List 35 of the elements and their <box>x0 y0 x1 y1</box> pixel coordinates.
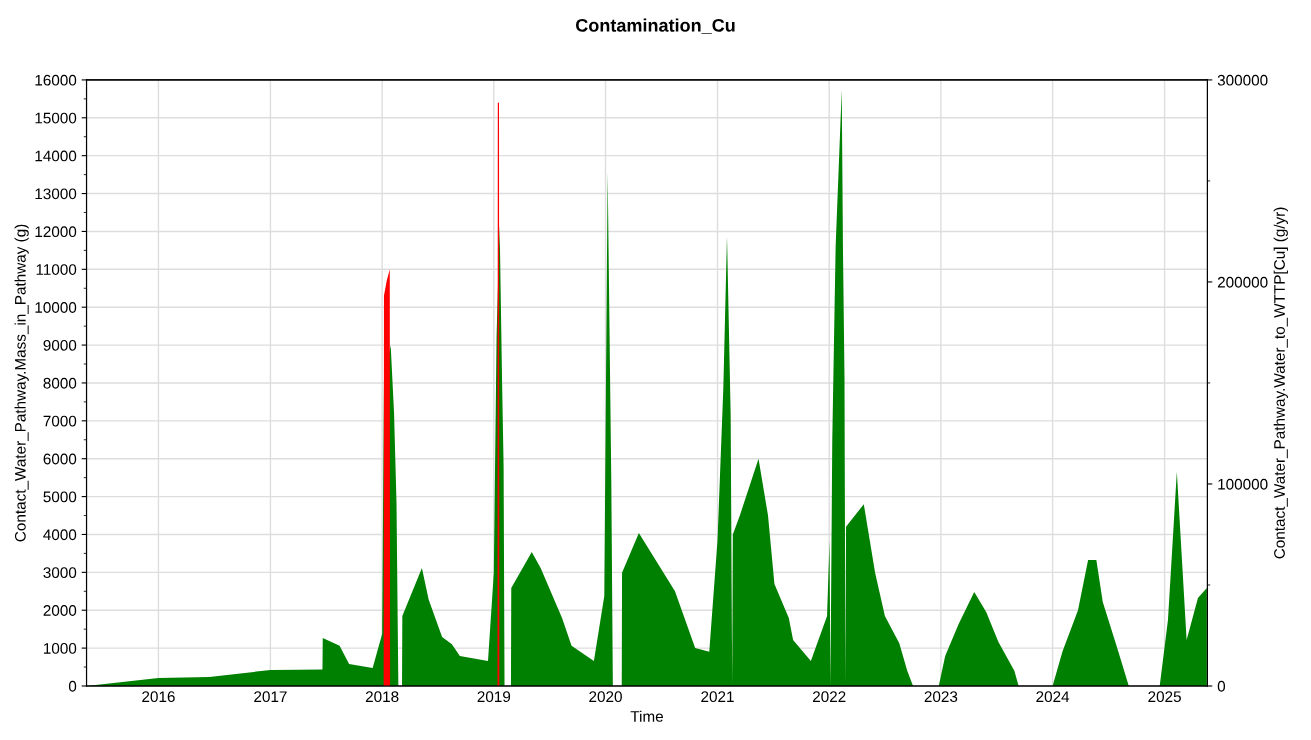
x-tick-label: 2018 <box>365 691 399 703</box>
x-tick-label: 2022 <box>812 691 846 703</box>
chart-title: Contamination_Cu <box>576 18 735 34</box>
y2-axis-title: Contact_Water_Pathway.Water_to_WTTP[Cu] (g/yr) <box>1273 207 1288 559</box>
y-tick-label: 14000 <box>35 150 77 162</box>
y-tick-label: 4000 <box>43 529 77 541</box>
y-tick-label: 9000 <box>43 339 77 351</box>
x-tick-label: 2023 <box>924 691 958 703</box>
y-tick-label: 13000 <box>35 188 77 200</box>
y2-tick-label: 100000 <box>1218 478 1268 490</box>
y-tick-label: 0 <box>68 680 77 692</box>
y2-tick-label: 0 <box>1217 680 1226 692</box>
x-axis-title: Time <box>630 710 663 722</box>
y-tick-label: 11000 <box>36 264 77 275</box>
y-tick-label: 8000 <box>43 377 77 389</box>
y-tick-label: 12000 <box>35 226 77 238</box>
x-tick-label: 2016 <box>142 691 175 703</box>
y-tick-label: 16000 <box>35 74 77 86</box>
x-tick-label: 2021 <box>701 691 734 703</box>
y2-tick-label: 200000 <box>1217 276 1268 288</box>
y-tick-label: 10000 <box>35 302 77 313</box>
y-axis-title: Contact_Water_Pathway.Mass_in_Pathway (g) <box>14 224 29 542</box>
x-tick-label: 2025 <box>1148 691 1181 703</box>
y-tick-label: 1000 <box>43 642 77 654</box>
y-tick-label: 5000 <box>43 491 77 503</box>
y-tick-label: 6000 <box>43 453 77 465</box>
x-tick-label: 2020 <box>589 691 622 703</box>
x-tick-label: 2017 <box>254 691 287 703</box>
x-tick-label: 2024 <box>1036 691 1070 703</box>
y2-tick-label: 300000 <box>1217 74 1268 86</box>
y-tick-label: 3000 <box>43 567 77 579</box>
y-tick-label: 15000 <box>35 112 77 124</box>
y-tick-label: 7000 <box>43 415 77 427</box>
x-tick-label: 2019 <box>477 691 511 703</box>
y-tick-label: 2000 <box>43 605 77 616</box>
